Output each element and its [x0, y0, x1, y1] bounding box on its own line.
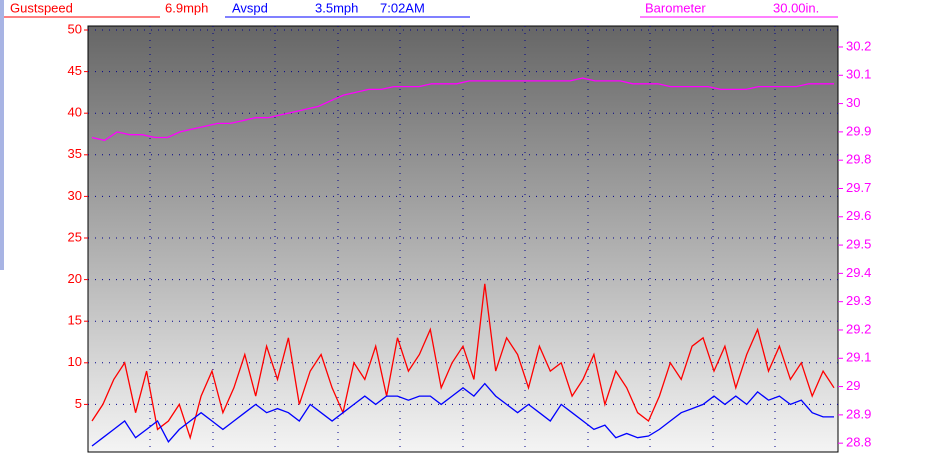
y2-tick-label: 29.2 — [846, 321, 871, 336]
y2-tick-label: 29 — [846, 378, 860, 393]
y2-tick-label: 29.5 — [846, 237, 871, 252]
y-tick-label: 25 — [68, 229, 82, 244]
y-tick-label: 45 — [68, 63, 82, 78]
y2-tick-label: 29.9 — [846, 123, 871, 138]
y2-tick-label: 29.8 — [846, 152, 871, 167]
y2-tick-label: 30 — [846, 95, 860, 110]
y-tick-label: 5 — [75, 396, 82, 411]
gust-label: Gustspeed — [10, 0, 73, 15]
y2-tick-label: 28.9 — [846, 406, 871, 421]
series-line — [91, 283, 835, 441]
y-tick-label: 20 — [68, 271, 82, 286]
y2-tick-label: 30.2 — [846, 38, 871, 53]
y2-tick-label: 29.7 — [846, 180, 871, 195]
gust-value: 6.9mph — [165, 0, 208, 15]
y-tick-label: 35 — [68, 146, 82, 161]
window-edge — [0, 0, 4, 270]
baro-label: Barometer — [645, 0, 706, 15]
series-line — [91, 77, 834, 142]
y2-tick-label: 29.3 — [846, 293, 871, 308]
y-tick-label: 40 — [68, 105, 82, 120]
avg-label: Avspd — [232, 0, 268, 15]
time: 7:02AM — [380, 0, 425, 15]
y2-tick-label: 28.8 — [846, 435, 871, 450]
y2-tick-label: 30.1 — [846, 67, 871, 82]
baro-value: 30.00in. — [773, 0, 819, 15]
y-tick-label: 30 — [68, 188, 82, 203]
series-line — [91, 382, 834, 447]
y-tick-label: 10 — [68, 354, 82, 369]
y2-tick-label: 29.1 — [846, 350, 871, 365]
y-tick-label: 50 — [68, 21, 82, 36]
y2-tick-label: 29.4 — [846, 265, 871, 280]
avg-value: 3.5mph — [315, 0, 358, 15]
y-tick-label: 15 — [68, 313, 82, 328]
y2-tick-label: 29.6 — [846, 208, 871, 223]
